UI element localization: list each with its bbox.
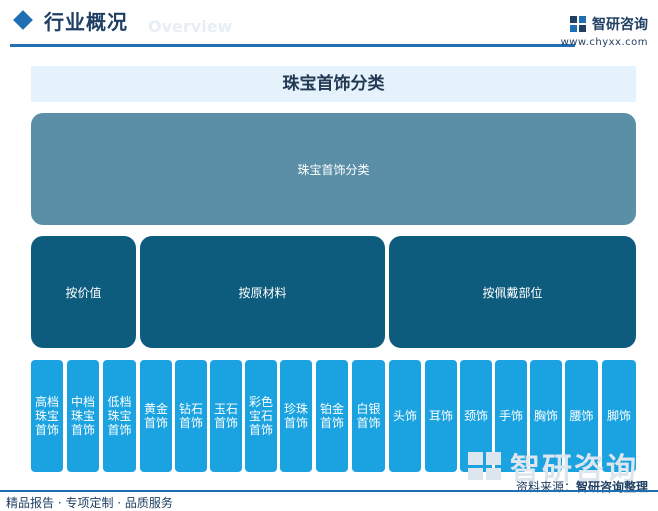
leaf-node: 耳饰 xyxy=(425,360,457,472)
header-diamond-icon xyxy=(13,10,33,30)
leaf-node: 白银 首饰 xyxy=(352,360,385,472)
brand-name: 智研咨询 xyxy=(592,17,648,33)
root-node: 珠宝首饰分类 xyxy=(31,113,636,225)
leaf-node: 高档 珠宝 首饰 xyxy=(31,360,63,472)
category-node-material: 按原材料 xyxy=(140,236,385,348)
category-node-position: 按佩戴部位 xyxy=(389,236,636,348)
leaf-node: 钻石 首饰 xyxy=(175,360,207,472)
section-title: 行业概况 xyxy=(44,10,128,34)
leaf-node: 低档 珠宝 首饰 xyxy=(103,360,136,472)
source-note: 资料来源：智研咨询整理 xyxy=(516,478,648,495)
leaf-node: 铂金 首饰 xyxy=(316,360,348,472)
brand-logo-icon xyxy=(570,16,586,32)
leaf-node: 中档 珠宝 首饰 xyxy=(67,360,99,472)
brand-url: www.chyxx.com xyxy=(560,37,648,48)
section-subtitle: Overview xyxy=(148,17,233,36)
leaf-node: 头饰 xyxy=(389,360,421,472)
leaf-node: 腰饰 xyxy=(565,360,598,472)
header-divider xyxy=(10,44,575,47)
leaf-node: 脚饰 xyxy=(602,360,636,472)
watermark-logo-icon xyxy=(468,452,501,480)
footer-divider xyxy=(0,490,658,492)
leaf-node: 玉石 首饰 xyxy=(210,360,242,472)
watermark: 智研咨询 xyxy=(466,444,638,488)
leaf-node: 珍珠 首饰 xyxy=(280,360,312,472)
category-node-value: 按价值 xyxy=(31,236,136,348)
diagram-title: 珠宝首饰分类 xyxy=(31,66,636,102)
leaf-node: 彩色 宝石 首饰 xyxy=(245,360,277,472)
watermark-text: 智研咨询 xyxy=(510,452,638,487)
brand-logo: 智研咨询 www.chyxx.com xyxy=(561,14,648,48)
footer-slogan: 精品报告 · 专项定制 · 品质服务 xyxy=(6,496,173,510)
leaf-node: 黄金 首饰 xyxy=(140,360,172,472)
leaf-node: 胸饰 xyxy=(530,360,562,472)
